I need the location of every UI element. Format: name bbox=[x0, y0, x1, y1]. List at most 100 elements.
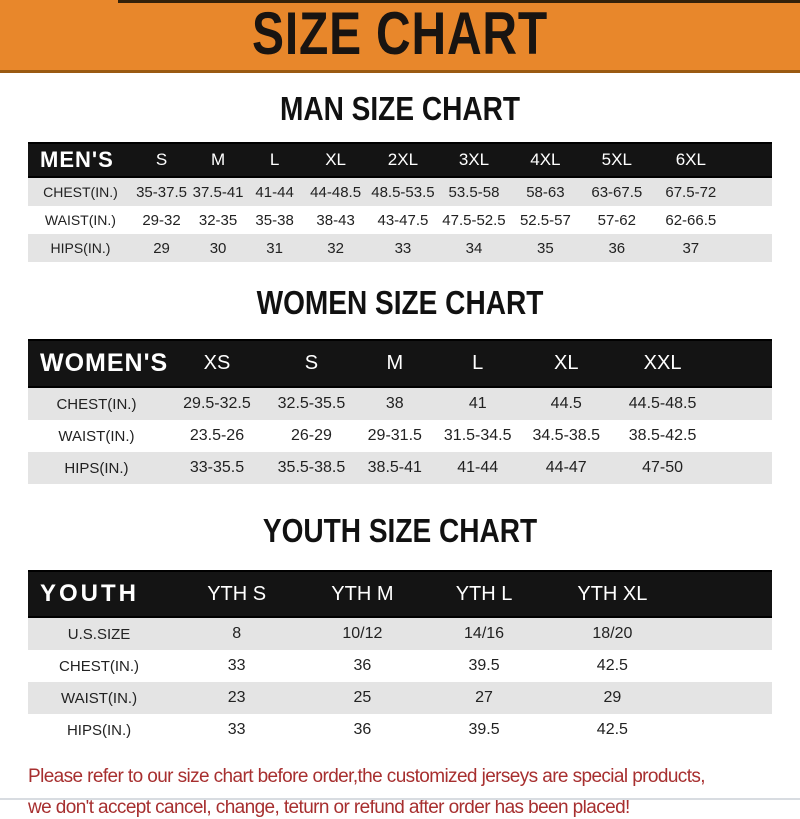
row-label: CHEST(IN.) bbox=[59, 657, 140, 675]
size-value: 38-43 bbox=[316, 211, 355, 229]
header-spacer bbox=[712, 339, 772, 388]
row-spacer bbox=[712, 420, 772, 452]
size-value: 38.5-41 bbox=[367, 459, 422, 476]
row-spacer bbox=[729, 234, 772, 262]
size-value: 44-47 bbox=[545, 459, 587, 476]
size-value: 43-47.5 bbox=[377, 211, 429, 229]
column-header: L bbox=[435, 339, 520, 388]
size-value: 23.5-26 bbox=[189, 427, 245, 444]
column-header: 6XL bbox=[652, 142, 729, 178]
column-header: 5XL bbox=[580, 142, 653, 178]
size-value: 25 bbox=[353, 689, 372, 706]
table-row: CHEST(IN.) 29.5-32.5 32.5-35.5 38 41 44.5 44.5… bbox=[28, 387, 772, 420]
size-value: 14/16 bbox=[464, 625, 505, 642]
size-value: 33 bbox=[227, 657, 246, 674]
size-value: 29.5-32.5 bbox=[183, 395, 251, 412]
row-spacer bbox=[678, 617, 772, 650]
column-header: YTH XL bbox=[546, 570, 679, 618]
table-header-row: MEN'S S M L XL 2XL 3XL 4XL 5XL 6XL bbox=[28, 142, 772, 178]
size-value: 10/12 bbox=[342, 625, 383, 642]
size-value: 23 bbox=[227, 689, 246, 706]
table-row: WAIST(IN.) 23 25 27 29 bbox=[28, 682, 772, 714]
row-spacer bbox=[678, 682, 772, 714]
banner-top-line bbox=[118, 0, 800, 3]
size-value: 42.5 bbox=[596, 721, 628, 738]
banner: SIZE CHART bbox=[0, 0, 800, 73]
size-value: 36 bbox=[353, 657, 372, 674]
size-value: 29 bbox=[603, 689, 622, 706]
row-label: HIPS(IN.) bbox=[66, 721, 132, 739]
section-youth: YOUTH SIZE CHART YOUTH YTH S YTH M YTH L YTH… bbox=[0, 512, 800, 746]
women-size-table: WOMEN'S XS S M L XL XXL CHEST(IN.) 29.5-32.5 32.5… bbox=[28, 339, 772, 484]
size-value: 27 bbox=[475, 689, 493, 706]
table-header-row: WOMEN'S XS S M L XL XXL bbox=[28, 339, 772, 388]
size-value: 34 bbox=[465, 239, 483, 257]
size-value: 52.5-57 bbox=[519, 211, 571, 229]
table-row: U.S.SIZE 8 10/12 14/16 18/20 bbox=[28, 617, 772, 650]
column-header: XL bbox=[519, 339, 613, 388]
column-header: YTH S bbox=[170, 570, 304, 618]
row-spacer bbox=[678, 714, 772, 746]
size-value: 8 bbox=[232, 625, 242, 642]
footer-note-line1: Please refer to our size chart before or… bbox=[28, 766, 706, 787]
size-value: 37 bbox=[682, 239, 700, 257]
table-row: CHEST(IN.) 33 36 39.5 42.5 bbox=[28, 650, 772, 682]
row-spacer bbox=[729, 177, 772, 206]
section-title-women: WOMEN SIZE CHART bbox=[256, 284, 544, 321]
size-value: 33-35.5 bbox=[189, 459, 245, 476]
size-value: 63-67.5 bbox=[591, 183, 643, 201]
youth-size-table: YOUTH YTH S YTH M YTH L YTH XL U.S.SIZE 8 10/12… bbox=[28, 570, 772, 746]
size-value: 39.5 bbox=[468, 721, 500, 738]
row-spacer bbox=[729, 206, 772, 234]
size-value: 67.5-72 bbox=[665, 183, 717, 201]
size-value: 33 bbox=[227, 721, 246, 738]
size-value: 35-38 bbox=[255, 211, 294, 229]
size-value: 30 bbox=[209, 239, 227, 257]
size-value: 18/20 bbox=[592, 625, 633, 642]
size-value: 48.5-53.5 bbox=[371, 183, 435, 201]
row-label: HIPS(IN.) bbox=[64, 459, 129, 477]
size-value: 35-37.5 bbox=[136, 183, 187, 201]
size-value: 39.5 bbox=[468, 657, 500, 674]
size-value: 38 bbox=[385, 395, 404, 412]
column-header: 3XL bbox=[437, 142, 511, 178]
size-value: 35.5-38.5 bbox=[277, 459, 346, 476]
table-header-label: WOMEN'S bbox=[28, 339, 167, 388]
row-label: CHEST(IN.) bbox=[43, 184, 118, 200]
size-value: 32 bbox=[327, 239, 344, 257]
header-spacer bbox=[678, 570, 772, 618]
page-title: SIZE CHART bbox=[252, 0, 548, 67]
column-header: M bbox=[190, 142, 246, 178]
size-value: 53.5-58 bbox=[448, 183, 500, 201]
column-header: YTH L bbox=[421, 570, 547, 618]
size-value: 33 bbox=[394, 239, 412, 257]
size-value: 44-48.5 bbox=[310, 183, 362, 201]
size-value: 41-44 bbox=[457, 459, 499, 476]
table-row: HIPS(IN.) 33 36 39.5 42.5 bbox=[28, 714, 772, 746]
column-header: XS bbox=[164, 339, 270, 388]
footer-note: Please refer to our size chart before or… bbox=[28, 766, 800, 819]
row-spacer bbox=[712, 452, 772, 484]
table-row: WAIST(IN.) 23.5-26 26-29 29-31.5 31.5-34.5 34… bbox=[28, 420, 772, 452]
bottom-divider bbox=[0, 798, 800, 800]
footer-note-line2: we don't accept cancel, change, teturn o… bbox=[28, 797, 630, 818]
size-value: 35 bbox=[537, 239, 554, 257]
row-spacer bbox=[678, 650, 772, 682]
row-label: HIPS(IN.) bbox=[50, 240, 111, 256]
size-value: 41-44 bbox=[255, 183, 294, 201]
table-row: HIPS(IN.) 33-35.5 35.5-38.5 38.5-41 41-44 44-… bbox=[28, 452, 772, 484]
section-title-man: MAN SIZE CHART bbox=[280, 90, 520, 127]
size-value: 58-63 bbox=[526, 183, 565, 201]
row-label: U.S.SIZE bbox=[67, 625, 131, 643]
column-header: S bbox=[132, 142, 191, 178]
table-row: WAIST(IN.) 29-32 32-35 35-38 38-43 43-47.5 47.… bbox=[28, 206, 772, 234]
size-value: 42.5 bbox=[596, 657, 628, 674]
section-man: MAN SIZE CHART MEN'S S M L XL 2XL 3XL 4XL 5XL 6XL… bbox=[0, 90, 800, 262]
size-value: 31.5-34.5 bbox=[443, 427, 512, 444]
section-women: WOMEN SIZE CHART WOMEN'S XS S M L XL XXL CHEST(… bbox=[0, 284, 800, 484]
table-header-row: YOUTH YTH S YTH M YTH L YTH XL bbox=[28, 570, 772, 618]
column-header: M bbox=[353, 339, 436, 388]
column-header: L bbox=[245, 142, 304, 178]
column-header: S bbox=[269, 339, 354, 388]
